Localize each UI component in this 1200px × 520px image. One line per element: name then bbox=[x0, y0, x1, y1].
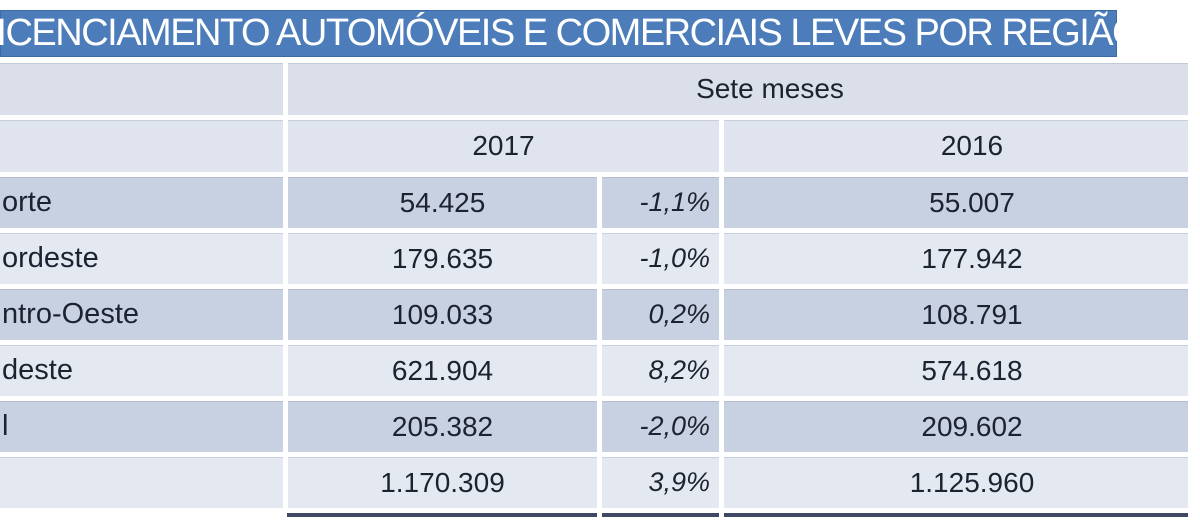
region-header-cell bbox=[0, 120, 283, 172]
region-header-cell bbox=[0, 63, 283, 115]
year-2017-header-cell: 2017 bbox=[288, 120, 719, 172]
value-2016-cell: 574.618 bbox=[724, 345, 1188, 396]
table-row: ordeste 179.635 -1,0% 177.942 bbox=[0, 233, 1200, 284]
value-2016-cell: 209.602 bbox=[724, 401, 1188, 452]
value-2017-cell: 54.425 bbox=[288, 177, 597, 228]
pct-change-cell: -1,0% bbox=[602, 233, 719, 284]
region-cell: deste bbox=[0, 345, 283, 396]
year-2016-header-cell: 2016 bbox=[724, 120, 1188, 172]
value-2017-cell: 1.170.309 bbox=[288, 457, 597, 508]
value-2016-cell: 177.942 bbox=[724, 233, 1188, 284]
value-2016-cell: 55.007 bbox=[724, 177, 1188, 228]
value-2017-cell: 621.904 bbox=[288, 345, 597, 396]
table-row: ntro-Oeste 109.033 0,2% 108.791 bbox=[0, 289, 1200, 340]
year-2017-label: 2017 bbox=[472, 130, 535, 161]
table-total-row: 1.170.309 3,9% 1.125.960 bbox=[0, 457, 1200, 508]
period-header-label: Sete meses bbox=[696, 73, 844, 104]
table-header-years-row: 2017 2016 bbox=[0, 120, 1200, 172]
region-cell: ordeste bbox=[0, 233, 283, 284]
pct-change-cell: 0,2% bbox=[602, 289, 719, 340]
table-row: orte 54.425 -1,1% 55.007 bbox=[0, 177, 1200, 228]
value-2017-cell: 109.033 bbox=[288, 289, 597, 340]
region-cell: l bbox=[0, 401, 283, 452]
value-2017-cell: 205.382 bbox=[288, 401, 597, 452]
year-2016-label: 2016 bbox=[940, 130, 1004, 161]
table-header-period-row: Sete meses bbox=[0, 63, 1200, 115]
title-bar: LICENCIAMENTO AUTOMÓVEIS E COMERCIAIS LE… bbox=[0, 10, 1142, 57]
pct-change-cell: -1,1% bbox=[602, 177, 719, 228]
value-2016-cell: 1.125.960 bbox=[724, 457, 1188, 508]
region-cell bbox=[0, 457, 283, 508]
period-header-cell: Sete meses bbox=[288, 63, 1188, 115]
value-2017-cell: 179.635 bbox=[288, 233, 597, 284]
pct-change-cell: 3,9% bbox=[602, 457, 719, 508]
bottom-strip-segment bbox=[724, 513, 1188, 517]
pct-change-cell: -2,0% bbox=[602, 401, 719, 452]
page-title: LICENCIAMENTO AUTOMÓVEIS E COMERCIAIS LE… bbox=[0, 12, 1142, 54]
pct-change-cell: 8,2% bbox=[602, 345, 719, 396]
region-cell: orte bbox=[0, 177, 283, 228]
bottom-strip-segment bbox=[287, 513, 597, 517]
region-cell: ntro-Oeste bbox=[0, 289, 283, 340]
bottom-strip-segment bbox=[602, 513, 719, 517]
value-2016-cell: 108.791 bbox=[724, 289, 1188, 340]
table-row: deste 621.904 8,2% 574.618 bbox=[0, 345, 1200, 396]
table-row: l 205.382 -2,0% 209.602 bbox=[0, 401, 1200, 452]
